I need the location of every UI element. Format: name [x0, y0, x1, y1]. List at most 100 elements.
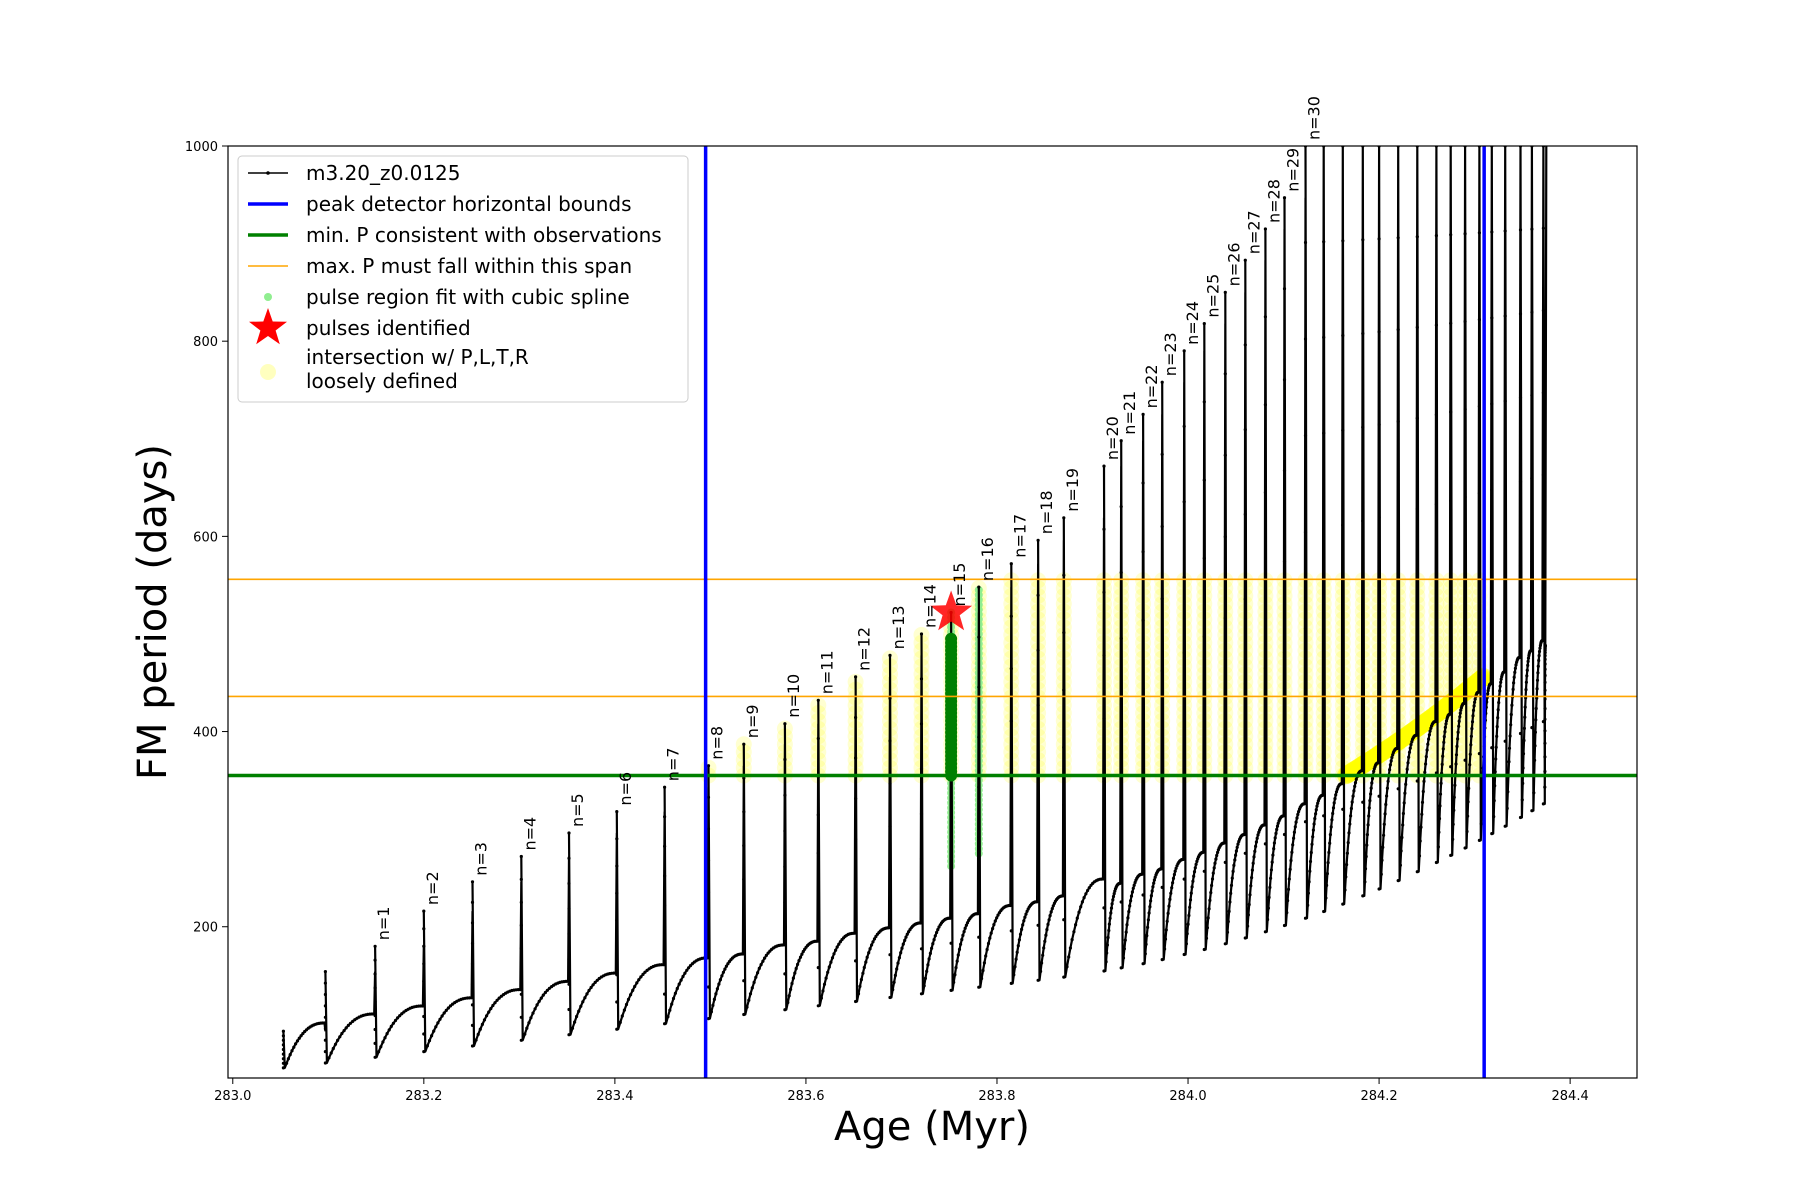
- curve-point: [1286, 899, 1290, 903]
- curve-point: [1395, 746, 1399, 751]
- curve-point: [1459, 708, 1463, 712]
- curve-point: [854, 675, 858, 679]
- pulse-label: n=12: [855, 627, 874, 671]
- curve-point: [1537, 654, 1541, 658]
- curve-point: [1503, 314, 1507, 318]
- curve-point: [1062, 631, 1066, 635]
- curve-point: [518, 988, 522, 992]
- curve-point: [1084, 892, 1088, 896]
- curve-point: [1415, 325, 1419, 329]
- curve-point: [1331, 806, 1336, 810]
- curve-point: [742, 877, 746, 881]
- curve-point: [1361, 425, 1365, 429]
- curve-point: [1282, 469, 1287, 473]
- curve-point: [1463, 758, 1467, 762]
- curve-point: [1444, 722, 1448, 726]
- curve-point: [816, 698, 820, 702]
- curve-point: [1036, 703, 1040, 707]
- curve-point: [323, 1027, 327, 1031]
- curve-point: [1424, 755, 1428, 759]
- curve-point: [323, 1015, 327, 1019]
- curve-point: [470, 996, 474, 1000]
- curve-point: [622, 1008, 627, 1012]
- curve-point: [747, 998, 751, 1002]
- curve-point: [1499, 677, 1503, 681]
- curve-point: [1213, 861, 1217, 865]
- curve-point: [1470, 720, 1475, 724]
- curve-point: [543, 990, 548, 995]
- curve-point: [1525, 674, 1529, 678]
- curve-point: [706, 764, 711, 768]
- curve-point: [1211, 871, 1215, 875]
- curve-point: [1438, 804, 1442, 808]
- curve-point: [1043, 939, 1047, 944]
- curve-point: [593, 980, 597, 985]
- curve-point: [1146, 918, 1150, 922]
- curve-point: [867, 951, 871, 955]
- curve-point: [1372, 769, 1376, 774]
- curve-point: [745, 1005, 749, 1009]
- curve-point: [1452, 795, 1456, 799]
- curve-point: [1202, 713, 1206, 717]
- curve-point: [1262, 823, 1267, 827]
- curve-point: [900, 946, 904, 950]
- curve-point: [1107, 928, 1111, 933]
- curve-point: [1434, 323, 1438, 327]
- curve-point: [824, 976, 828, 980]
- curve-point: [982, 961, 987, 965]
- curve-point: [793, 971, 797, 975]
- curve-point: [1331, 811, 1335, 816]
- curve-point: [1442, 735, 1446, 739]
- curve-point: [1508, 734, 1512, 738]
- curve-point: [1398, 863, 1402, 867]
- curve-point: [1361, 331, 1365, 336]
- curve-point: [615, 891, 619, 895]
- curve-point: [706, 858, 711, 863]
- curve-point: [1541, 802, 1545, 806]
- curve-point: [422, 909, 426, 913]
- curve-point: [1543, 657, 1547, 662]
- curve-point: [980, 976, 984, 981]
- curve-point: [712, 997, 717, 1002]
- curve-point: [1438, 792, 1443, 796]
- curve-point: [323, 1038, 327, 1042]
- curve-point: [834, 948, 838, 952]
- curve-point: [1009, 614, 1013, 618]
- curve-point: [422, 962, 426, 966]
- curve-point: [1417, 854, 1422, 858]
- curve-point: [1222, 841, 1226, 845]
- curve-point: [1402, 801, 1406, 805]
- curve-point: [1522, 738, 1526, 743]
- curve-point: [816, 927, 820, 932]
- curve-point: [1370, 781, 1374, 785]
- curve-point: [953, 973, 957, 977]
- curve-point: [1469, 743, 1473, 747]
- curve-point: [1308, 869, 1312, 873]
- curve-point: [687, 966, 691, 970]
- curve-point: [1312, 822, 1316, 826]
- curve-point: [1243, 597, 1247, 601]
- curve-point: [1172, 872, 1176, 877]
- curve-point: [963, 926, 967, 930]
- curve-point: [936, 928, 940, 932]
- curve-point: [1476, 690, 1480, 694]
- curve-point: [1415, 688, 1419, 692]
- curve-point: [1263, 666, 1267, 670]
- curve-point: [591, 983, 595, 987]
- curve-point: [421, 1004, 425, 1008]
- curve-point: [1306, 903, 1310, 907]
- curve-point: [1049, 910, 1053, 914]
- curve-point: [786, 1000, 790, 1005]
- curve-point: [872, 937, 877, 941]
- pulse-label: n=4: [520, 817, 539, 851]
- curve-point: [837, 942, 841, 946]
- curve-point: [1164, 928, 1168, 932]
- curve-point: [1112, 892, 1116, 896]
- curve-point: [1086, 888, 1090, 893]
- curve-point: [888, 995, 892, 1000]
- curve-point: [1252, 855, 1256, 859]
- curve-point: [539, 996, 543, 1000]
- curve-point: [1533, 730, 1537, 734]
- curve-point: [1463, 232, 1467, 236]
- curve-point: [1062, 516, 1066, 520]
